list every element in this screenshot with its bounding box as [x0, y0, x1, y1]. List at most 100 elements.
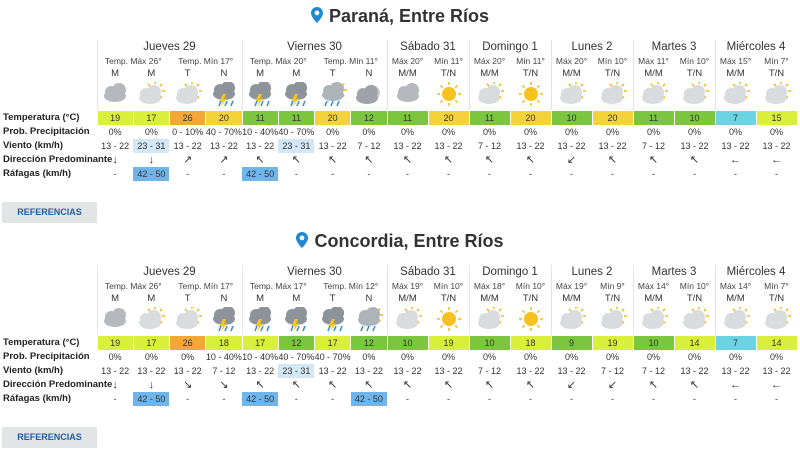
day-name: Viernes 30: [287, 266, 342, 278]
gusts: -: [693, 169, 696, 179]
gusts: 42 - 50: [242, 392, 279, 406]
weather-icon: [597, 306, 629, 338]
day-name: Domingo 1: [482, 41, 538, 53]
weather-icon: [556, 81, 588, 113]
weather-icon-svg: [682, 81, 709, 104]
gusts: -: [775, 394, 778, 404]
direction: ↖: [364, 379, 374, 391]
weather-icon: [99, 307, 131, 338]
temperature: 18: [206, 336, 242, 350]
min-temp: Mín 10°: [433, 281, 464, 291]
gusts: -: [294, 394, 298, 404]
wind: 7 - 12: [477, 141, 501, 151]
min-temp: Temp. Mín 11°: [323, 56, 378, 66]
period: M: [147, 68, 156, 79]
precipitation: 0%: [564, 352, 578, 362]
weather-icon-svg: [764, 306, 791, 329]
temperature: 7: [715, 111, 756, 125]
precipitation: 0%: [646, 127, 660, 137]
min-temp: Mín 11°: [516, 56, 545, 66]
day-name: Viernes 30: [287, 41, 342, 53]
gusts: -: [488, 169, 491, 179]
temperature: 12: [351, 111, 387, 125]
temperature: 19: [97, 111, 133, 125]
wind: 13 - 22: [680, 141, 709, 151]
gusts: -: [529, 169, 532, 179]
wind: 13 - 22: [721, 141, 750, 151]
references-button[interactable]: REFERENCIAS: [2, 427, 97, 448]
direction: ↖: [291, 154, 301, 166]
weather-icon-svg: [436, 307, 461, 331]
temperature: 19: [428, 336, 469, 350]
period: T: [184, 293, 191, 304]
wind: 7 - 12: [641, 366, 665, 376]
weather-icon: [679, 81, 711, 113]
period: T/N: [440, 293, 457, 304]
day-separator: [387, 40, 388, 110]
wind: 7 - 12: [600, 366, 624, 376]
gusts: -: [113, 394, 117, 404]
temperature: 11: [278, 111, 314, 125]
temperature: 20: [428, 111, 469, 125]
weather-icon-svg: [395, 306, 422, 329]
direction: ↙: [566, 154, 577, 166]
weather-icon-svg: [285, 81, 308, 107]
precipitation: 0%: [326, 127, 340, 137]
wind: 13 - 22: [762, 141, 791, 151]
precipitation: 0%: [441, 127, 455, 137]
weather-icon-svg: [559, 306, 586, 329]
period: M: [292, 293, 301, 304]
day-name: Jueves 29: [143, 266, 196, 278]
direction: ↘: [219, 379, 229, 391]
temperature: 7: [715, 336, 756, 350]
temperature: 20: [510, 111, 551, 125]
weather-icon: [515, 82, 547, 113]
max-temp: Máx 14°: [637, 281, 670, 291]
row-label: Viento (km/h): [3, 365, 63, 376]
weather-icon: [761, 306, 793, 338]
temperature: 17: [133, 336, 169, 350]
gusts: -: [529, 394, 532, 404]
temperature: 17: [133, 111, 169, 125]
gusts: -: [570, 169, 573, 179]
period: M/M: [726, 68, 745, 79]
weather-icon-svg: [104, 308, 127, 327]
row-label: Viento (km/h): [3, 140, 63, 151]
direction: ↖: [328, 379, 338, 391]
min-temp: Mín 11°: [434, 56, 463, 66]
direction: ↖: [525, 379, 536, 391]
day-separator: [97, 40, 98, 110]
direction: ↖: [525, 154, 536, 166]
temperature: 11: [469, 111, 510, 125]
day-separator: [551, 40, 552, 110]
temperature: 19: [97, 336, 133, 350]
direction: ↖: [328, 154, 338, 166]
weather-icon-svg: [355, 85, 380, 104]
references-button[interactable]: REFERENCIAS: [2, 202, 97, 223]
wind: 13 - 22: [516, 141, 545, 151]
pin-icon: [296, 232, 309, 248]
weather-icon: [135, 81, 167, 113]
weather-icon: [474, 81, 506, 113]
gusts: -: [186, 169, 190, 179]
min-temp: Mín 7°: [764, 281, 789, 291]
period: M/M: [398, 293, 417, 304]
temperature: 10: [551, 111, 592, 125]
weather-icon-svg: [104, 83, 127, 102]
wind: 13 - 22: [173, 366, 202, 376]
precipitation: 40 - 70%: [278, 127, 315, 137]
weather-icon: [317, 306, 349, 338]
wind: 13 - 22: [516, 366, 545, 376]
weather-icon-svg: [321, 306, 344, 332]
temperature: 10: [633, 336, 674, 350]
day-name: Miércoles 4: [726, 41, 786, 53]
wind: 7 - 12: [641, 141, 665, 151]
max-temp: Temp. Máx 26°: [104, 56, 162, 66]
precipitation: 0%: [144, 352, 158, 362]
direction: ↖: [255, 154, 265, 166]
precipitation: 0%: [108, 352, 122, 362]
period: M/M: [644, 68, 663, 79]
wind: 13 - 22: [680, 366, 709, 376]
day-separator: [387, 265, 388, 335]
